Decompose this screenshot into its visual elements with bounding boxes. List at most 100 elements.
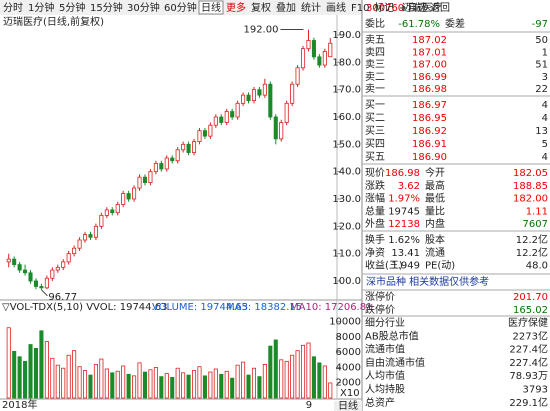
volume-bar xyxy=(328,382,333,399)
quote-text: 股本 xyxy=(425,233,445,246)
quote-text: 净资 xyxy=(365,246,385,259)
volume-bar xyxy=(148,369,153,399)
toolbar-item[interactable]: 返回 xyxy=(430,2,450,14)
candle-body xyxy=(12,258,17,265)
volume-bar xyxy=(202,375,207,399)
toolbar-item[interactable]: 叠加 xyxy=(276,2,296,14)
y-tick-label: 130.0 xyxy=(332,194,361,205)
toolbar-item[interactable]: 标记 xyxy=(374,2,394,14)
toolbar-item[interactable]: 画线 xyxy=(326,1,346,14)
quote-text: 3793 xyxy=(523,385,548,396)
volume-bar xyxy=(246,374,251,399)
low-label: 96.77 xyxy=(48,292,77,303)
candle-body xyxy=(121,193,126,205)
high-label: 192.00 xyxy=(243,25,278,36)
tab-selected xyxy=(198,0,224,15)
quote-text: 187.01 xyxy=(412,47,447,58)
quote-text: 188.85 xyxy=(513,181,548,192)
volume-bar xyxy=(279,359,284,399)
x-label: 2018年 xyxy=(2,398,37,411)
volume-bar xyxy=(126,373,131,399)
candle-body xyxy=(110,209,115,214)
volume-bar xyxy=(224,370,229,399)
volume-bar xyxy=(230,377,235,399)
quote-text: -97 xyxy=(532,19,548,30)
candle-body xyxy=(328,42,333,58)
quote-text: 卖一 xyxy=(365,83,385,95)
volume-bar xyxy=(110,372,115,399)
candle-body xyxy=(77,239,82,249)
quote-text: 涨跌 xyxy=(365,179,385,192)
candle-body xyxy=(186,143,191,153)
toolbar-item[interactable]: 统计 xyxy=(301,1,321,14)
toolbar-item[interactable]: 日线 xyxy=(201,1,221,14)
volume-bar xyxy=(153,367,158,399)
toolbar-item[interactable]: +自选 xyxy=(399,1,427,14)
candle-body xyxy=(170,157,175,162)
volume-bar xyxy=(142,371,148,399)
volume-bar xyxy=(273,339,278,399)
candle-body xyxy=(50,269,55,279)
toolbar-item[interactable]: 60分钟 xyxy=(164,1,197,14)
toolbar-item[interactable]: 30分钟 xyxy=(127,1,160,14)
toolbar-item[interactable]: 分时 xyxy=(3,2,23,14)
quote-text: 19745 xyxy=(388,206,420,217)
quote-text: 换手 xyxy=(365,233,385,246)
candle-body xyxy=(61,261,66,268)
candle-body xyxy=(241,94,246,104)
candle-body xyxy=(181,143,186,151)
low-pointer xyxy=(41,289,48,297)
volume-bar xyxy=(28,344,33,399)
quote-text: 最低 xyxy=(425,192,445,205)
quote-text: 委比 xyxy=(365,17,385,30)
quote-text: 3.62 xyxy=(398,181,420,192)
quote-text: 内盘 xyxy=(425,217,445,230)
y-tick-label: 190.0 xyxy=(332,30,361,41)
quote-text: 自由流通市值 xyxy=(365,356,425,369)
volume-bar xyxy=(66,354,71,399)
volume-bar xyxy=(186,374,191,399)
volume-bar xyxy=(191,370,197,399)
quote-text: 13 xyxy=(535,126,548,137)
candle-body xyxy=(311,40,316,58)
toolbar-item[interactable]: 1分钟 xyxy=(28,1,54,14)
quote-text: 跌停价 xyxy=(365,303,395,316)
volume-bar xyxy=(82,370,88,399)
quote-text: 3 xyxy=(542,72,548,83)
quote-text: 流通 xyxy=(425,246,445,259)
candle-body xyxy=(137,176,142,189)
quote-text: 卖四 xyxy=(365,46,385,58)
candle-body xyxy=(33,280,39,287)
quote-text: 227.4亿 xyxy=(509,343,548,356)
candle-body xyxy=(284,102,289,123)
toolbar-item[interactable]: 复权 xyxy=(251,1,271,14)
volume-bar xyxy=(170,376,175,399)
quote-text: 13.41 xyxy=(391,248,420,259)
v-tick-label: 8000 xyxy=(336,332,361,343)
toolbar-item[interactable]: 5分钟 xyxy=(59,1,85,14)
volume-bar xyxy=(164,373,169,399)
toolbar-item[interactable]: 更多 xyxy=(226,1,246,14)
volume-bar xyxy=(121,365,126,399)
toolbar-item[interactable]: F10 xyxy=(351,3,369,14)
volume-bar xyxy=(284,360,289,399)
volume-bar xyxy=(235,364,240,399)
toolbar-item[interactable]: 15分钟 xyxy=(90,1,123,14)
quote-text: 186.92 xyxy=(412,126,447,137)
quote-text: 2273亿 xyxy=(513,329,548,342)
volume-bar xyxy=(137,362,142,399)
volume-bar xyxy=(300,344,306,399)
quote-text: 229.1亿 xyxy=(509,396,548,409)
volume-bar xyxy=(262,363,267,399)
quote-text: 1.11 xyxy=(526,206,548,217)
v-tick-label: 2000 xyxy=(336,378,361,389)
volume-bar xyxy=(50,357,55,399)
period-button[interactable] xyxy=(334,401,362,411)
volume-bar xyxy=(6,327,11,399)
quote-text: 48.0 xyxy=(526,261,548,272)
volume-bar xyxy=(159,376,164,399)
period-label[interactable]: 日线 xyxy=(338,399,358,411)
candle-body xyxy=(202,130,207,137)
quote-text: 7607 xyxy=(523,219,548,230)
volume-bar xyxy=(61,367,66,399)
